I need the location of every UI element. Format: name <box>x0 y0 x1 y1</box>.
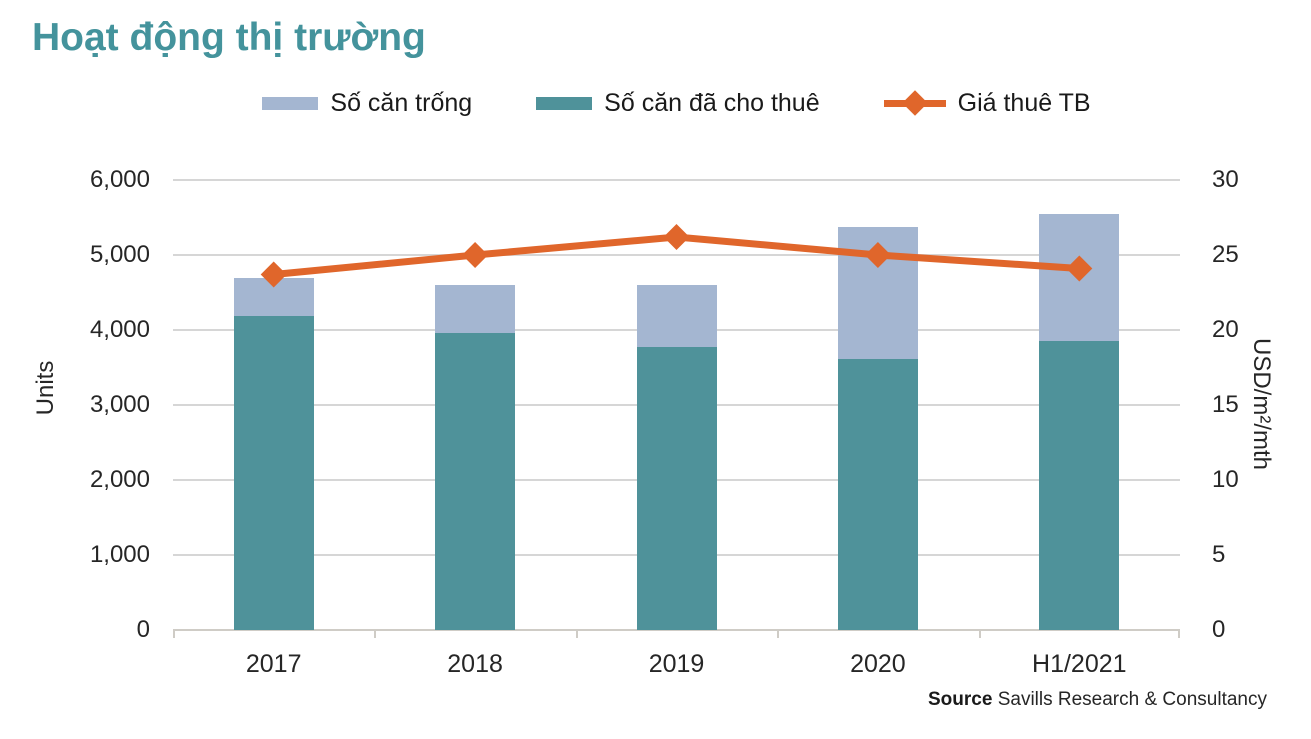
legend-label-leased: Số căn đã cho thuê <box>604 88 820 117</box>
x-axis-label-2017: 2017 <box>245 650 302 678</box>
legend: Số căn trống Số căn đã cho thuê Giá thuê… <box>173 86 1180 120</box>
bar-segment-vacant-2019 <box>636 285 717 347</box>
rent-line-icon <box>883 90 946 116</box>
leased-swatch-icon <box>536 96 593 110</box>
legend-item-rent: Giá thuê TB <box>883 88 1091 118</box>
rent-diamond-icon <box>901 90 928 116</box>
x-axis-label-2018: 2018 <box>447 650 503 678</box>
right-tick-label: 15 <box>1212 391 1239 418</box>
vacant-swatch-icon <box>262 96 319 110</box>
x-axis-tick <box>374 630 377 638</box>
right-tick-label: 10 <box>1212 466 1239 493</box>
left-tick-label: 5,000 <box>89 241 150 268</box>
right-axis-title: USD/m²/mth <box>1248 338 1275 470</box>
legend-label-rent: Giá thuê TB <box>957 88 1091 117</box>
gridline <box>173 179 1180 181</box>
legend-item-leased: Số căn đã cho thuê <box>536 88 820 118</box>
left-tick-label: 2,000 <box>89 466 150 493</box>
page-title: Hoạt động thị trường <box>32 16 426 59</box>
source-text: Savills Research & Consultancy <box>997 689 1267 710</box>
left-tick-label: 0 <box>136 616 150 643</box>
gridline <box>173 254 1180 256</box>
bar-segment-leased-2018 <box>435 333 516 630</box>
x-axis-tick <box>978 630 981 638</box>
rent-line-chart <box>260 224 1093 288</box>
left-tick-label: 6,000 <box>89 166 150 193</box>
left-axis-title: Units <box>32 360 59 416</box>
left-tick-label: 3,000 <box>89 391 150 418</box>
rent-marker-2018 <box>462 242 489 268</box>
rent-marker-2017 <box>260 261 287 288</box>
rent-marker-2020 <box>864 242 891 268</box>
bar-segment-vacant-2018 <box>435 285 516 333</box>
right-tick-label: 25 <box>1212 241 1239 268</box>
x-axis-label-2019: 2019 <box>648 650 705 678</box>
x-axis-line <box>173 629 1180 631</box>
left-tick-label: 1,000 <box>89 541 150 568</box>
left-tick-label: 4,000 <box>89 316 150 343</box>
source-label: Source <box>928 689 993 710</box>
x-axis-tick <box>777 630 780 638</box>
x-axis-tick <box>173 630 175 638</box>
right-tick-label: 20 <box>1212 316 1239 343</box>
right-tick-label: 0 <box>1212 616 1226 643</box>
x-axis-tick <box>575 630 578 638</box>
bar-segment-leased-H1/2021 <box>1039 341 1120 630</box>
rent-marker-H1/2021 <box>1066 255 1093 282</box>
rent-marker-2019 <box>663 224 690 250</box>
bar-segment-leased-2017 <box>233 315 314 630</box>
x-axis-tick <box>1178 630 1180 638</box>
bar-segment-leased-2020 <box>837 359 918 630</box>
x-axis-label-H1/2021: H1/2021 <box>1032 650 1127 678</box>
right-tick-label: 5 <box>1212 541 1226 568</box>
bar-segment-leased-2019 <box>636 346 717 630</box>
legend-item-vacant: Số căn trống <box>262 89 472 118</box>
right-tick-label: 30 <box>1212 166 1239 193</box>
x-axis-label-2020: 2020 <box>850 650 906 678</box>
plot-area <box>173 179 1180 638</box>
legend-label-vacant: Số căn trống <box>330 88 473 117</box>
source-note: Source Savills Research & Consultancy <box>0 689 1267 711</box>
